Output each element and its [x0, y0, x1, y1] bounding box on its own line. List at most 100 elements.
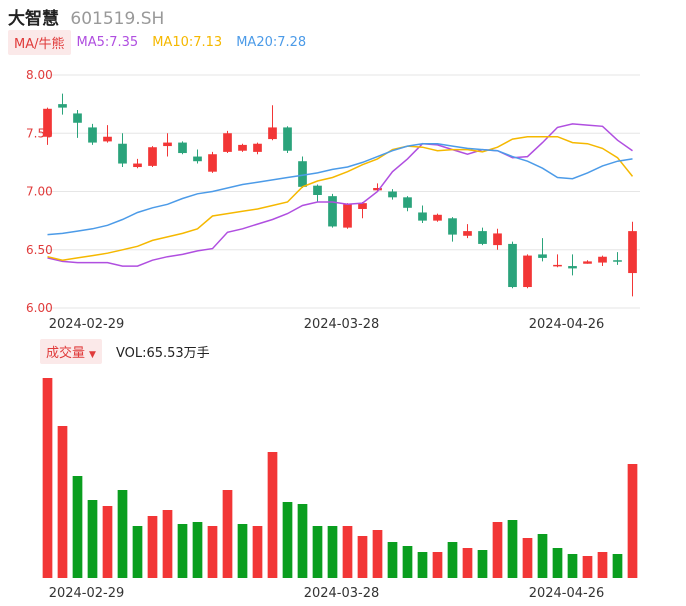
candle-body: [268, 127, 277, 140]
candle-body: [403, 197, 412, 208]
volume-indicator-button[interactable]: 成交量 ▼: [40, 338, 102, 364]
ma-indicator-button[interactable]: MA/牛熊: [8, 29, 71, 55]
candle-body: [88, 127, 97, 143]
candle-body: [448, 218, 457, 235]
volume-bar: [87, 500, 98, 578]
candle-body: [433, 214, 442, 221]
candle-body: [193, 156, 202, 162]
volume-bar: [327, 526, 338, 578]
volume-bar: [477, 550, 488, 578]
volume-bar: [147, 516, 158, 578]
stock-title: 大智慧 601519.SH: [8, 4, 164, 29]
volume-legend: 成交量 ▼ VOL:65.53万手: [40, 338, 210, 364]
volume-bar: [222, 490, 233, 578]
candle-body: [178, 142, 187, 154]
candle-body: [523, 255, 532, 288]
candle-body: [478, 231, 487, 244]
volume-bar: [537, 534, 548, 578]
candle-body: [388, 191, 397, 198]
volume-bar: [552, 548, 563, 578]
ma-legend: MA/牛熊 MA5:7.35 MA10:7.13 MA20:7.28: [8, 29, 320, 55]
candle-body: [238, 144, 247, 151]
date-tick-label: 2024-03-28: [304, 317, 380, 332]
volume-bar: [132, 526, 143, 578]
volume-bar: [627, 464, 638, 578]
volume-bar: [282, 502, 293, 578]
candle-body: [538, 254, 547, 258]
date-tick-label: 2024-02-29: [49, 317, 125, 332]
volume-bar: [57, 426, 68, 578]
candle-body: [568, 266, 577, 269]
volume-bar: [192, 522, 203, 578]
candle-body: [43, 108, 52, 137]
volume-bar: [237, 524, 248, 578]
candle-body: [208, 154, 217, 172]
candle-body: [73, 113, 82, 123]
volume-bar: [567, 554, 578, 578]
volume-bar: [402, 546, 413, 578]
volume-bar: [252, 526, 263, 578]
price-tick-label: 6.50: [26, 243, 53, 257]
volume-bar: [102, 506, 113, 578]
volume-bar: [462, 548, 473, 578]
volume-bar: [342, 526, 353, 578]
candle-body: [508, 243, 517, 288]
candle-body: [598, 256, 607, 263]
price-tick-label: 7.00: [26, 185, 53, 199]
volume-bar: [597, 552, 608, 578]
candle-body: [553, 264, 562, 267]
ma5-label: MA5:7.35: [76, 34, 139, 50]
candle-body: [358, 203, 367, 209]
volume-date-tick-label: 2024-02-29: [49, 586, 125, 601]
volume-bar: [267, 452, 278, 578]
candle-body: [343, 204, 352, 228]
date-tick-label: 2024-04-26: [529, 317, 605, 332]
price-tick-label: 8.00: [26, 68, 53, 82]
volume-bar: [447, 542, 458, 578]
candle-body: [103, 136, 112, 142]
candle-body: [118, 143, 127, 164]
volume-value-label: VOL:65.53万手: [115, 345, 210, 361]
volume-bar: [357, 536, 368, 578]
candle-body: [613, 260, 622, 262]
candle-body: [163, 142, 172, 147]
stock-name: 大智慧: [8, 9, 59, 29]
volume-bar: [42, 378, 53, 578]
volume-bar: [492, 522, 503, 578]
candle-body: [58, 104, 67, 108]
volume-bar: [117, 490, 128, 578]
candle-body: [493, 233, 502, 246]
volume-bar: [387, 542, 398, 578]
volume-date-tick-label: 2024-04-26: [529, 586, 605, 601]
volume-bar: [297, 504, 308, 578]
volume-bar: [507, 520, 518, 578]
volume-bar: [372, 530, 383, 578]
caret-down-icon: ▼: [89, 349, 96, 360]
volume-bar: [207, 526, 218, 578]
candle-body: [373, 188, 382, 191]
volume-bar: [72, 476, 83, 578]
candle-body: [418, 212, 427, 221]
volume-bar: [417, 552, 428, 578]
ma20-label: MA20:7.28: [236, 34, 307, 50]
candle-body: [313, 185, 322, 195]
volume-bar: [582, 556, 593, 578]
stock-code: 601519.SH: [70, 9, 165, 29]
candle-body: [328, 196, 337, 227]
price-tick-label: 6.00: [26, 301, 53, 315]
candle-body: [283, 127, 292, 151]
volume-bar: [162, 510, 173, 578]
candle-body: [583, 261, 592, 264]
candle-body: [148, 147, 157, 166]
ma5-line: [47, 123, 633, 267]
ma10-line: [47, 135, 634, 261]
candle-body: [628, 231, 637, 274]
candle-body: [133, 163, 142, 168]
candle-body: [253, 143, 262, 152]
candle-body: [223, 133, 232, 152]
candle-body: [463, 231, 472, 236]
volume-indicator-label: 成交量: [46, 345, 86, 361]
ma10-label: MA10:7.13: [152, 34, 223, 50]
volume-bar: [312, 526, 323, 578]
